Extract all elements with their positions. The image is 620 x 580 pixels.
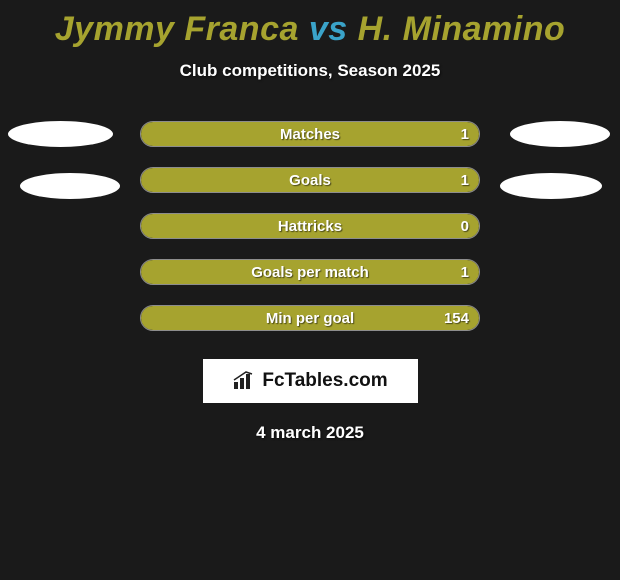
photo-placeholder-right-2 (500, 173, 602, 199)
stat-value: 1 (461, 122, 469, 147)
stat-row: Matches 1 (140, 121, 480, 147)
stat-value: 1 (461, 260, 469, 285)
stat-row: Goals per match 1 (140, 259, 480, 285)
stat-row: Hattricks 0 (140, 213, 480, 239)
footer-date: 4 march 2025 (0, 423, 620, 443)
stat-row: Goals 1 (140, 167, 480, 193)
page-title: Jymmy Franca vs H. Minamino (0, 0, 620, 49)
subtitle: Club competitions, Season 2025 (0, 61, 620, 81)
stat-bars: Matches 1 Goals 1 Hattricks 0 Goals per … (140, 121, 480, 331)
stat-value: 1 (461, 168, 469, 193)
stat-row: Min per goal 154 (140, 305, 480, 331)
title-player2: H. Minamino (358, 10, 566, 48)
stat-value: 0 (461, 214, 469, 239)
stat-label: Hattricks (141, 214, 479, 239)
title-player1: Jymmy Franca (55, 10, 299, 48)
root: Jymmy Franca vs H. Minamino Club competi… (0, 0, 620, 580)
title-vs: vs (309, 10, 348, 48)
photo-placeholder-right-1 (510, 121, 610, 147)
stat-label: Goals per match (141, 260, 479, 285)
photo-placeholder-left-2 (20, 173, 120, 199)
stat-label: Goals (141, 168, 479, 193)
stat-label: Min per goal (141, 306, 479, 331)
brand-icon (232, 371, 256, 391)
stat-label: Matches (141, 122, 479, 147)
stats-area: Matches 1 Goals 1 Hattricks 0 Goals per … (0, 121, 620, 331)
stat-value: 154 (444, 306, 469, 331)
photo-placeholder-left-1 (8, 121, 113, 147)
brand-box[interactable]: FcTables.com (203, 359, 418, 403)
brand-text: FcTables.com (262, 370, 387, 392)
